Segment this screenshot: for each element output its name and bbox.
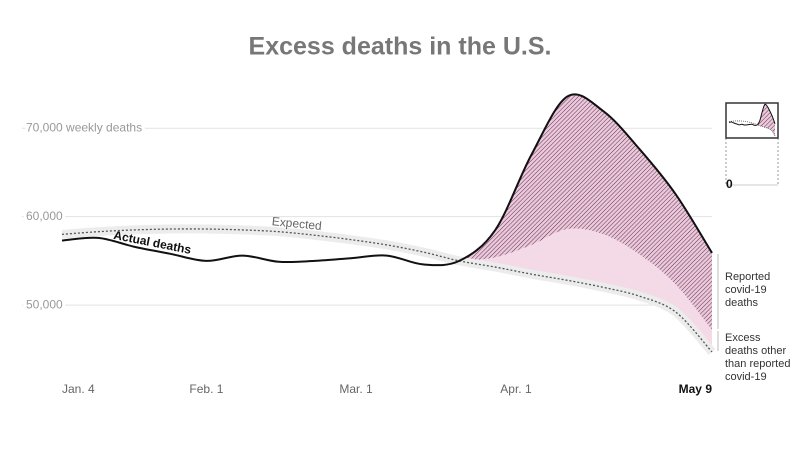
y-tick-label: 50,000 (26, 297, 63, 311)
x-tick-label: Jan. 4 (62, 382, 95, 396)
x-tick-label: Mar. 1 (339, 382, 373, 396)
stacked-area (459, 94, 712, 330)
y-tick-label: 60,000 (26, 209, 63, 223)
stacked-area (459, 228, 712, 352)
line-label: Expected (271, 214, 322, 233)
inset-tick-label: 0 (726, 177, 733, 191)
inset-frame (725, 102, 779, 139)
x-tick-label: Apr. 1 (500, 382, 532, 396)
x-tick-label: Feb. 1 (189, 382, 223, 396)
line (61, 93, 713, 267)
inset-area (757, 104, 775, 137)
line (61, 228, 713, 353)
y-tick-label: 70,000 weekly deaths (26, 120, 142, 134)
series-label: Excess deaths other than reported covid-… (725, 331, 791, 383)
x-tick-label: May 9 (679, 382, 713, 396)
series-label: Reported covid-19 deaths (725, 270, 771, 309)
inset-line (728, 103, 776, 126)
chart-title: Excess deaths in the U.S. (249, 33, 552, 61)
inset: 0 (725, 102, 779, 191)
